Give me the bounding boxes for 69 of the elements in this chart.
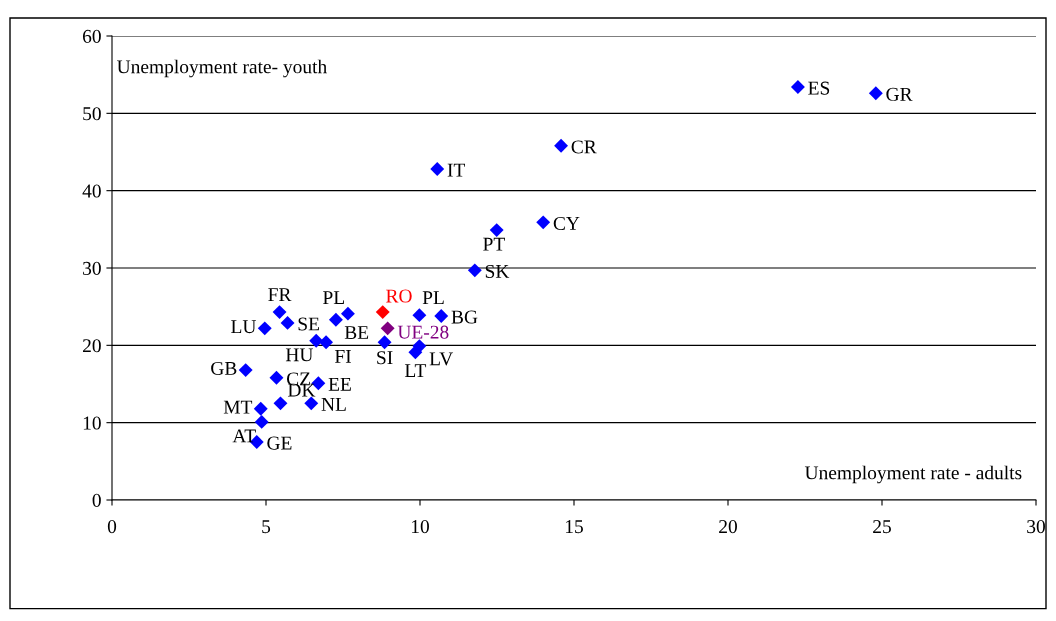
- data-label: ES: [808, 81, 830, 95]
- point: [467, 263, 482, 278]
- x-tick-label: 15: [565, 520, 583, 534]
- y-tick-label: 30: [83, 261, 101, 275]
- data-label: AT: [232, 429, 256, 443]
- data-label: SK: [485, 264, 510, 278]
- data-label: HU: [285, 348, 314, 362]
- point: [412, 308, 427, 323]
- data-label: LV: [429, 352, 454, 366]
- y-tick-label: 0: [92, 493, 101, 507]
- point: [319, 335, 333, 350]
- point: [408, 345, 423, 360]
- data-label: PL: [323, 291, 344, 304]
- point: [340, 306, 355, 321]
- data-label: CY: [553, 216, 580, 231]
- point: [489, 223, 504, 238]
- point: [434, 309, 449, 323]
- x-tick-label: 20: [719, 520, 737, 534]
- data-label: BG: [451, 310, 478, 324]
- data-label: LT: [404, 364, 427, 377]
- point: [430, 162, 445, 176]
- point: [380, 321, 395, 336]
- data-label: GR: [886, 87, 913, 101]
- x-tick-label: 10: [411, 520, 429, 534]
- series-label: RO: [386, 289, 412, 303]
- data-label: PT: [483, 237, 505, 251]
- x-tick-label: 30: [1027, 520, 1045, 534]
- data-label: BE: [344, 326, 369, 339]
- point: [238, 363, 253, 378]
- data-label: MT: [223, 400, 253, 414]
- x-tick-label: 5: [262, 520, 271, 534]
- data-label: NL: [321, 398, 346, 411]
- point: [309, 333, 324, 348]
- point: [536, 215, 551, 230]
- point: [257, 321, 272, 336]
- data-label: PL: [422, 291, 444, 305]
- data-label: EE: [328, 377, 351, 391]
- point: [377, 335, 392, 350]
- y-axis-title: Unemployment rate- youth: [117, 59, 327, 78]
- data-label: LU: [231, 320, 257, 334]
- data-label: IT: [447, 163, 465, 177]
- y-tick-label: 40: [82, 184, 101, 198]
- point: [272, 305, 287, 320]
- point: [254, 414, 269, 429]
- point: [269, 370, 284, 385]
- point: [304, 396, 319, 411]
- point: [554, 138, 569, 153]
- data-label: FR: [268, 288, 292, 301]
- data-label: SE: [298, 317, 320, 331]
- point: [868, 86, 883, 101]
- point: [375, 305, 390, 320]
- x-tick-label: 0: [107, 520, 117, 534]
- point: [253, 401, 268, 416]
- series-label: UE-28: [397, 325, 449, 339]
- data-label: SI: [377, 351, 393, 365]
- y-tick-label: 20: [82, 339, 101, 353]
- point: [273, 396, 288, 411]
- y-tick-label: 60: [82, 29, 101, 43]
- data-label: GE: [267, 436, 292, 450]
- point: [328, 312, 343, 327]
- data-label: CR: [571, 140, 597, 154]
- point: [280, 315, 295, 330]
- x-tick-label: 25: [873, 520, 891, 534]
- data-label: GB: [211, 361, 237, 375]
- y-tick-label: 50: [83, 107, 101, 121]
- data-label: FI: [334, 349, 351, 363]
- y-tick-label: 10: [83, 416, 101, 430]
- point: [790, 80, 805, 94]
- x-axis-title: Unemployment rate - adults: [804, 465, 1022, 484]
